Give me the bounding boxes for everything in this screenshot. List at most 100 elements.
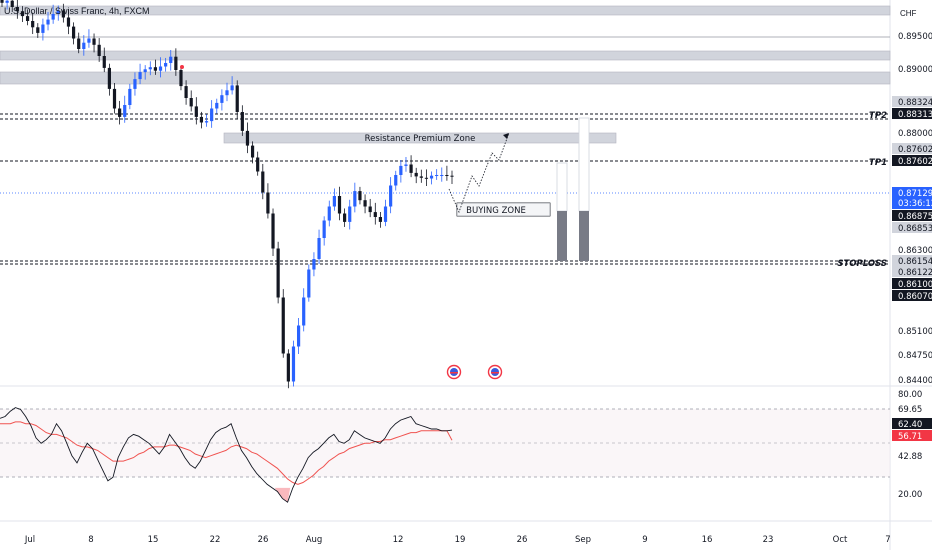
candle-body (87, 38, 91, 43)
candle-body (92, 38, 96, 45)
candle-body (194, 106, 198, 117)
candle-body (5, 0, 9, 3)
candle-body (368, 206, 372, 213)
time-axis[interactable]: Jul 8 15 22 26 Aug 12 19 26 Sep 9 16 23 … (24, 535, 891, 545)
candle-body (31, 21, 35, 28)
candle-body (230, 85, 234, 91)
candle-body (184, 86, 188, 98)
current-price-value: 0.87129 (898, 189, 932, 199)
y-tick-label: 0.85100 (898, 327, 932, 337)
y-tick-label: 0.89500 (898, 32, 932, 42)
candle-body (46, 19, 50, 25)
candle-body (179, 70, 183, 87)
position-tool[interactable] (556, 117, 590, 261)
stoploss-label: STOPLOSS (837, 259, 887, 269)
tp1-label: TP1 (869, 158, 887, 168)
x-tick-label: Jul (24, 535, 35, 545)
candle-body (148, 67, 152, 70)
candle-body (261, 171, 265, 193)
candle-body (51, 14, 55, 20)
rsi-oversold-fill (274, 487, 291, 503)
stoploss-value-d: 0.86070 (898, 292, 932, 302)
tp2-label: TP2 (869, 111, 887, 121)
candle-body (138, 72, 142, 80)
candle-body (419, 176, 423, 178)
tag-bg (892, 255, 932, 266)
x-tick-label: 19 (455, 535, 466, 545)
candle-body (343, 213, 347, 222)
tag-bg (892, 96, 932, 107)
position-box-1-top (556, 162, 568, 212)
resistance-premium-zone[interactable] (223, 132, 617, 144)
rsi-line (0, 407, 453, 503)
candle-body (373, 212, 377, 217)
candle-body (235, 85, 239, 112)
alert-dot (180, 65, 184, 69)
tp1-value-b: 0.87602 (898, 157, 932, 167)
candle-body (271, 213, 275, 249)
candle-body (143, 69, 147, 73)
candle-body (450, 175, 454, 177)
countdown-value: 03:36:12 (898, 199, 932, 209)
price-axis[interactable]: 0.89500 0.89000 0.88000 0.86300 0.85100 … (898, 32, 932, 386)
zone-band-1 (0, 5, 891, 16)
y-tick-label: 0.86300 (898, 246, 932, 256)
candle-body (363, 200, 367, 207)
candle-body (312, 259, 316, 270)
chart-title: U.S. Dollar / Swiss Franc, 4h, FXCM (4, 6, 150, 16)
zone-band-3 (0, 71, 891, 85)
candle-body (296, 325, 301, 347)
x-tick-label: 23 (763, 535, 774, 545)
candle-body (107, 67, 111, 89)
x-tick-label: Aug (306, 535, 323, 545)
y-tick-label: 0.89000 (898, 65, 932, 75)
candle-body (281, 297, 285, 354)
candle-body (276, 248, 280, 298)
candle-body (332, 196, 336, 207)
candle-body (286, 353, 290, 382)
candle-body (77, 38, 81, 49)
tag-bg (892, 266, 932, 277)
tp1-value-a: 0.87602 (898, 145, 932, 155)
x-tick-label: 16 (702, 535, 713, 545)
candle-body (337, 196, 342, 214)
candle-body (389, 185, 393, 207)
event-icon-2[interactable] (487, 364, 503, 380)
candle-body (435, 175, 439, 176)
candle-body (225, 90, 229, 96)
candle-body (41, 24, 45, 33)
candle-body (71, 26, 76, 39)
candle-body (66, 17, 71, 27)
rsi-value: 62.40 (898, 420, 922, 430)
x-tick-label: 12 (393, 535, 404, 545)
candle-body (266, 192, 270, 214)
candle-body (240, 112, 244, 131)
candle-body (322, 220, 326, 238)
rsi-tick-label: 42.88 (898, 452, 922, 462)
price-pane[interactable] (0, 0, 890, 385)
candle-body (429, 175, 434, 179)
rsi-pane[interactable] (0, 407, 890, 503)
candle-body (327, 206, 331, 221)
buy-zone-top-value: 0.86875 (898, 212, 932, 222)
candle-body (256, 157, 260, 172)
x-tick-label: 26 (258, 535, 269, 545)
candle-body (123, 105, 127, 117)
candle-body (56, 10, 60, 14)
rsi-ma-value: 56.71 (898, 432, 922, 442)
candle-body (15, 7, 19, 12)
x-tick-label: 26 (517, 535, 528, 545)
candle-body (164, 63, 168, 67)
candle-body (215, 102, 219, 109)
rsi-axis: 80.00 69.65 62.40 56.71 42.88 20.00 (892, 390, 932, 500)
event-icon-1[interactable] (446, 364, 462, 380)
candle-body (317, 238, 321, 259)
candle-body (353, 191, 357, 207)
candle-body (210, 108, 214, 122)
position-box-2-top (578, 117, 590, 212)
candle-body (307, 269, 311, 298)
tag-bg (892, 290, 932, 301)
candle-body (291, 346, 296, 382)
x-tick-label: 15 (148, 535, 159, 545)
